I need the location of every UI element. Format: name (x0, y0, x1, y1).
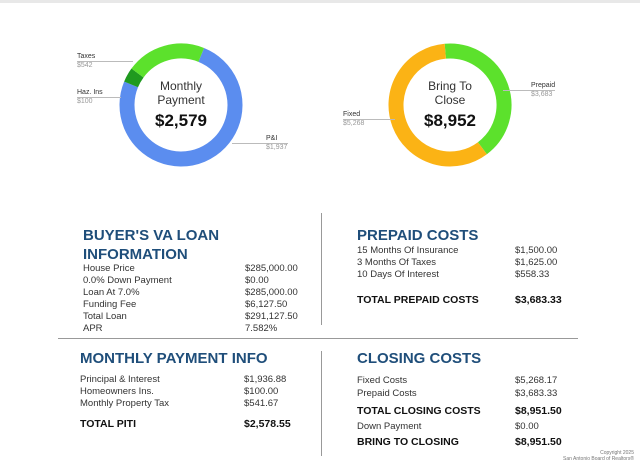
fixed-callout-amount: $5,268 (343, 120, 365, 127)
closing-row-value: $3,683.33 (515, 388, 558, 399)
loan-row-label: House Price (83, 263, 135, 274)
close-donut-label-1: Bring To (428, 79, 472, 93)
loan-row-value: $0.00 (245, 275, 269, 286)
monthly-donut-center: Monthly Payment $2,579 (118, 42, 244, 168)
loan-row-label: Total Loan (83, 311, 127, 322)
haz-ins-callout-amount: $100 (77, 98, 93, 105)
loan-row-value: $285,000.00 (245, 287, 298, 298)
closing-row-value: $5,268.17 (515, 375, 558, 386)
fixed-leader (343, 119, 395, 120)
copyright-notice: Copyright 2025 San Antonio Board of Real… (563, 450, 634, 462)
bring-to-close-donut-svg (388, 43, 512, 167)
taxes-callout-label: Taxes (77, 53, 96, 60)
monthly-payment-donut: Monthly Payment $2,579 (118, 42, 244, 168)
prepaid-leader (503, 90, 555, 91)
donut-segment-haz-ins (124, 68, 144, 88)
monthly-row-label: Homeowners Ins. (80, 386, 154, 397)
pi-callout-label: P&I (266, 135, 278, 142)
monthly-row-value: $100.00 (244, 386, 279, 397)
closing-row-label: Fixed Costs (357, 375, 408, 386)
vertical-divider-top (321, 213, 322, 325)
fixed-callout-label: Fixed (343, 111, 361, 118)
pi-callout: P&I $1,937 (266, 134, 287, 152)
haz-leader (77, 97, 121, 98)
copyright-line1: Copyright 2025 (600, 450, 634, 456)
prepaid-callout-label: Prepaid (531, 82, 556, 89)
monthly-row-label: Principal & Interest (80, 374, 160, 385)
prepaid-total-label: TOTAL PREPAID COSTS (357, 294, 479, 306)
top-border (0, 0, 640, 3)
bring-to-closing-value: $8,951.50 (515, 436, 562, 448)
closing-row-label: Down Payment (357, 421, 422, 432)
close-donut-label-2: Close (434, 93, 466, 107)
horizontal-divider (58, 338, 578, 339)
bring-to-closing-label: BRING TO CLOSING (357, 436, 459, 448)
haz-ins-callout: Haz. Ins $100 (77, 88, 103, 106)
close-donut-total: $8,952 (424, 111, 476, 130)
loan-row-value: $285,000.00 (245, 263, 298, 274)
closing-total-label: TOTAL CLOSING COSTS (357, 405, 481, 417)
prepaid-row-label: 10 Days Of Interest (357, 269, 439, 280)
prepaid-callout: Prepaid $3,683 (531, 81, 555, 99)
loan-row-label: 0.0% Down Payment (83, 275, 172, 286)
close-donut-center: Bring To Close $8,952 (387, 42, 513, 168)
donut-segment-prepaid (444, 43, 512, 155)
copyright-line2: San Antonio Board of Realtors® (563, 456, 634, 462)
loan-info-title-line2: INFORMATION (83, 246, 188, 263)
taxes-leader (77, 61, 133, 62)
closing-costs-title: CLOSING COSTS (357, 350, 482, 367)
loan-row-label: APR (83, 323, 103, 334)
prepaid-row-value: $558.33 (515, 269, 550, 280)
vertical-divider-bottom (321, 351, 322, 456)
monthly-payment-info-title: MONTHLY PAYMENT INFO (80, 350, 268, 367)
prepaid-row-value: $1,500.00 (515, 245, 558, 256)
donut-segment-p-i (119, 47, 243, 167)
loan-row-label: Loan At 7.0% (83, 287, 140, 298)
closing-total-value: $8,951.50 (515, 405, 562, 417)
monthly-row-value: $1,936.88 (244, 374, 287, 385)
closing-row-label: Prepaid Costs (357, 388, 417, 399)
bring-to-close-donut: Bring To Close $8,952 (387, 42, 513, 168)
donut-segment-fixed (388, 43, 487, 167)
loan-info-title-line1: BUYER'S VA LOAN (83, 227, 220, 244)
loan-info-title: BUYER'S VA LOAN INFORMATION (83, 226, 219, 264)
closing-row-value: $0.00 (515, 421, 539, 432)
monthly-row-value: $541.67 (244, 398, 279, 409)
loan-row-label: Funding Fee (83, 299, 137, 310)
haz-ins-callout-label: Haz. Ins (77, 89, 103, 96)
monthly-donut-label-2: Payment (157, 93, 205, 107)
monthly-total-label: TOTAL PITI (80, 418, 137, 430)
monthly-donut-label-1: Monthly (159, 79, 203, 93)
prepaid-total-value: $3,683.33 (515, 294, 562, 306)
prepaid-row-value: $1,625.00 (515, 257, 558, 268)
monthly-donut-total: $2,579 (155, 111, 207, 130)
monthly-row-label: Monthly Property Tax (80, 398, 170, 409)
prepaid-costs-title: PREPAID COSTS (357, 227, 479, 244)
loan-row-value: $6,127.50 (245, 299, 288, 310)
fixed-callout: Fixed $5,268 (343, 110, 364, 128)
prepaid-row-label: 15 Months Of Insurance (357, 245, 459, 256)
prepaid-row-label: 3 Months Of Taxes (357, 257, 437, 268)
taxes-callout: Taxes $542 (77, 52, 95, 70)
loan-row-value: 7.582% (245, 323, 278, 334)
taxes-callout-amount: $542 (77, 62, 93, 69)
loan-row-value: $291,127.50 (245, 311, 298, 322)
donut-segment-taxes (131, 43, 205, 78)
prepaid-callout-amount: $3,683 (531, 91, 553, 98)
pi-leader (232, 143, 288, 144)
pi-callout-amount: $1,937 (266, 144, 288, 151)
monthly-payment-donut-svg (119, 43, 243, 167)
monthly-total-value: $2,578.55 (244, 418, 291, 430)
